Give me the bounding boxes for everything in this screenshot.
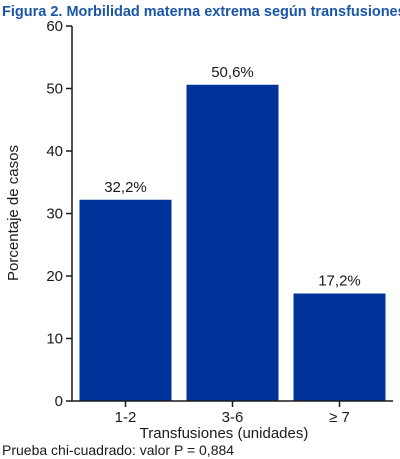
bar-2 bbox=[293, 293, 386, 401]
y-axis-label: Porcentaje de casos bbox=[5, 145, 22, 281]
bar-data-label-0: 32,2% bbox=[104, 179, 147, 196]
bar-1 bbox=[186, 84, 279, 401]
statistical-test-note: Prueba chi-cuadrado: valor P = 0,884 bbox=[2, 442, 234, 458]
y-tick-label-5: 50 bbox=[46, 81, 63, 98]
bar-0 bbox=[79, 199, 172, 401]
y-axis-ticks: 0 10 20 30 40 50 60 bbox=[46, 18, 72, 410]
y-tick-label-6: 60 bbox=[46, 18, 63, 35]
y-tick-label-3: 30 bbox=[46, 206, 63, 223]
x-tick-label-1: 3-6 bbox=[222, 409, 244, 426]
y-tick-label-4: 40 bbox=[46, 143, 63, 160]
x-tick-label-2: ≥ 7 bbox=[329, 409, 350, 426]
chart-title: Figura 2. Morbilidad materna extrema seg… bbox=[2, 4, 400, 20]
bar-data-label-1: 50,6% bbox=[211, 64, 254, 81]
bars: 32,2% 50,6% 17,2% bbox=[79, 64, 386, 401]
x-axis-label: Transfusiones (unidades) bbox=[140, 425, 309, 442]
bar-data-label-2: 17,2% bbox=[318, 273, 361, 290]
y-tick-label-0: 0 bbox=[55, 393, 63, 410]
y-tick-label-1: 10 bbox=[46, 331, 63, 348]
y-tick-label-2: 20 bbox=[46, 268, 63, 285]
x-tick-label-0: 1-2 bbox=[115, 409, 137, 426]
x-axis-ticks: 1-2 3-6 ≥ 7 bbox=[115, 401, 350, 426]
